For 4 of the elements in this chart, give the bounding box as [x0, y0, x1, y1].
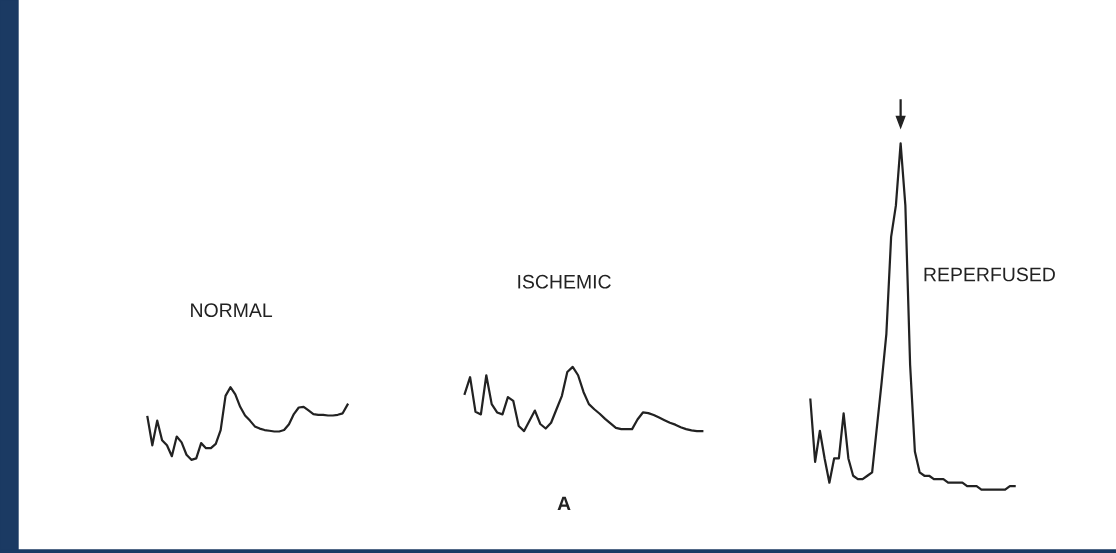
text: REPERFUSED — [924, 267, 1055, 282]
text: A — [557, 496, 571, 511]
chart-title: NORMAL — [191, 303, 273, 318]
chart-title: ISCHEMIC — [518, 274, 611, 289]
